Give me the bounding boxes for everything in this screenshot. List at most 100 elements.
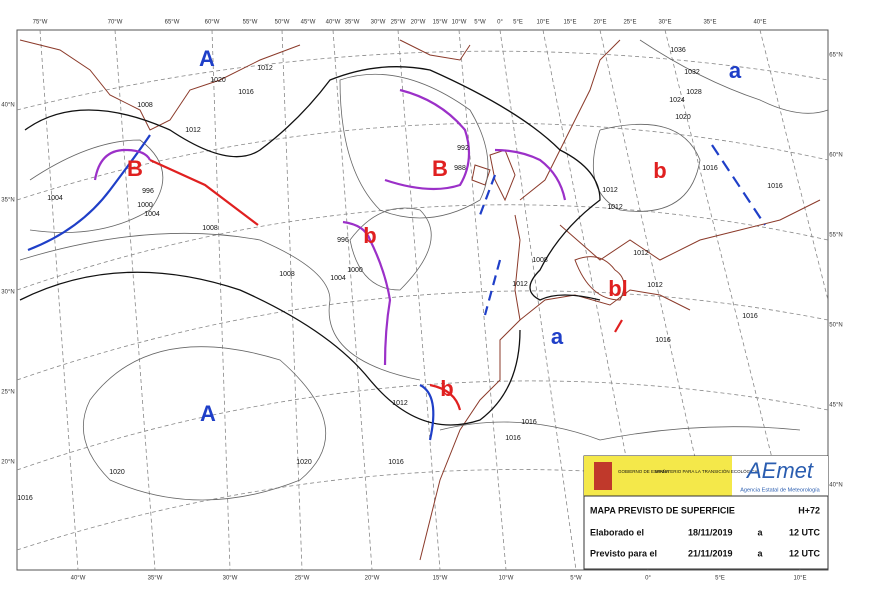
lon-label-top: 30°E — [658, 20, 671, 26]
legend-text: Agencia Estatal de Meteorología — [740, 487, 820, 493]
lat-label-right: 60°N — [829, 153, 842, 159]
legend-text: GOBIERNO DE ESPAÑA — [618, 468, 669, 474]
lon-label-top: 5°E — [513, 20, 523, 26]
isobar-label: 1012 — [633, 250, 649, 257]
lon-label-top: 40°W — [326, 20, 341, 26]
isobar-label: 1000 — [347, 267, 363, 274]
lon-label-bottom: 5°E — [715, 576, 725, 582]
legend-text: a — [757, 527, 763, 537]
legend-text: Previsto para el — [590, 548, 657, 558]
legend-text: AEmet — [745, 458, 814, 483]
lon-label-top: 70°W — [108, 20, 123, 26]
lon-label-bottom: 0° — [645, 576, 651, 582]
pressure-center: B — [127, 156, 143, 181]
legend-text: H+72 — [798, 505, 820, 515]
pressure-center: a — [729, 58, 742, 83]
lon-label-bottom: 30°W — [223, 576, 238, 582]
legend-text: a — [757, 548, 763, 558]
lon-label-bottom: 15°W — [433, 576, 448, 582]
lon-label-top: 60°W — [205, 20, 220, 26]
pressure-center: bl — [608, 276, 628, 301]
isobar-label: 1008 — [202, 225, 218, 232]
isobar-label: 1000 — [137, 202, 153, 209]
isobar-label: 996 — [337, 237, 349, 244]
lat-label-left: 40°N — [1, 103, 14, 109]
isobar-label: 1012 — [512, 281, 528, 288]
isobar-label: 1020 — [109, 469, 125, 476]
pressure-center: b — [363, 223, 376, 248]
lon-label-bottom: 25°W — [295, 576, 310, 582]
pressure-center: A — [199, 46, 215, 71]
legend-text: 18/11/2019 — [688, 527, 733, 537]
isobar-label: 1012 — [392, 400, 408, 407]
lon-label-bottom: 10°E — [793, 576, 806, 582]
lon-label-bottom: 35°W — [148, 576, 163, 582]
lon-label-top: 5°W — [474, 20, 486, 26]
lon-label-top: 35°W — [345, 20, 360, 26]
isobar-label: 1008 — [279, 271, 295, 278]
legend-text: 12 UTC — [789, 548, 821, 558]
lat-label-right: 40°N — [829, 483, 842, 489]
lon-label-top: 75°W — [33, 20, 48, 26]
lon-label-bottom: 40°W — [71, 576, 86, 582]
pressure-center: B — [432, 156, 448, 181]
lon-label-top: 45°W — [301, 20, 316, 26]
lon-label-top: 55°W — [243, 20, 258, 26]
isobar-label: 1004 — [144, 211, 160, 218]
isobar-label: 1004 — [47, 195, 63, 202]
fronts — [27, 88, 766, 441]
lat-label-left: 30°N — [1, 290, 14, 296]
isobar-label: 1012 — [257, 65, 273, 72]
lon-label-bottom: 10°W — [499, 576, 514, 582]
isobar-label: 1004 — [330, 275, 346, 282]
isobar-label: 1028 — [686, 89, 702, 96]
isobar-label: 1020 — [296, 459, 312, 466]
isobar-label: 1012 — [647, 282, 663, 289]
isobar-label: 1016 — [655, 337, 671, 344]
isobar-label: 1020 — [210, 77, 226, 84]
isobar-1012 — [19, 66, 601, 426]
isobar-label: 1020 — [675, 114, 691, 121]
legend-text: Elaborado el — [590, 527, 644, 537]
lon-label-top: 20°W — [411, 20, 426, 26]
lon-label-top: 50°W — [275, 20, 290, 26]
lon-label-bottom: 5°W — [570, 576, 582, 582]
isobar-label: 1016 — [17, 495, 33, 502]
lon-label-bottom: 20°W — [365, 576, 380, 582]
legend-text: 12 UTC — [789, 527, 821, 537]
lat-label-right: 50°N — [829, 323, 842, 329]
isobar-label: 1024 — [669, 97, 685, 104]
pressure-center: a — [551, 324, 564, 349]
isobar-label: 1016 — [767, 183, 783, 190]
isobar-label: 1016 — [521, 419, 537, 426]
lon-label-top: 65°W — [165, 20, 180, 26]
lat-label-right: 55°N — [829, 233, 842, 239]
isobar-label: 1016 — [505, 435, 521, 442]
lat-label-right: 65°N — [829, 53, 842, 59]
lon-label-top: 10°W — [452, 20, 467, 26]
pressure-center: A — [200, 401, 216, 426]
isobar-label: 996 — [142, 188, 154, 195]
lat-label-left: 20°N — [1, 460, 14, 466]
isobar-label: 1008 — [137, 102, 153, 109]
isobar-label: 988 — [454, 165, 466, 172]
lon-label-top: 15°E — [563, 20, 576, 26]
lon-label-top: 35°E — [703, 20, 716, 26]
lat-label-left: 35°N — [1, 198, 14, 204]
lon-label-top: 10°E — [536, 20, 549, 26]
legend-text: MAPA PREVISTO DE SUPERFICIE — [590, 505, 735, 515]
lon-label-top: 25°E — [623, 20, 636, 26]
lon-label-top: 30°W — [371, 20, 386, 26]
isobar-label: 1036 — [670, 47, 686, 54]
legend-text: 21/11/2019 — [688, 548, 733, 558]
isobar-label: 1016 — [388, 459, 404, 466]
coastlines — [19, 39, 821, 561]
pressure-center: b — [653, 158, 666, 183]
isobar-label: 1016 — [742, 313, 758, 320]
isobar-label: 1012 — [607, 204, 623, 211]
isobar-label: 992 — [457, 145, 469, 152]
lon-label-top: 25°W — [391, 20, 406, 26]
lon-label-top: 0° — [497, 20, 503, 26]
lon-label-top: 15°W — [433, 20, 448, 26]
